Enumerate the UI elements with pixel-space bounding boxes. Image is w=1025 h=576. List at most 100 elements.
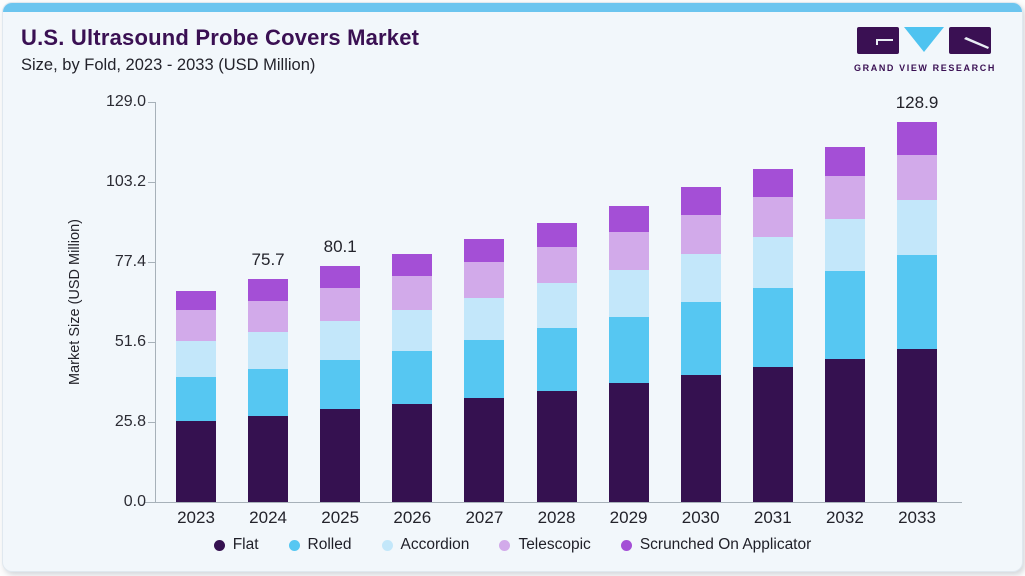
bar-segment-2027-scrunched-on-applicator: [464, 238, 505, 263]
bar-segment-2030-accordion: [680, 254, 721, 302]
x-tick-label-2033: 2033: [898, 508, 936, 527]
y-tick-label: 77.4: [114, 253, 146, 270]
bar-2023: [176, 290, 216, 502]
legend-label: Telescopic: [518, 536, 591, 553]
card-top-accent: [3, 3, 1022, 12]
y-tick-mark: [148, 182, 156, 183]
bar-segment-2025-scrunched-on-applicator: [320, 265, 361, 288]
bar-segment-2026-scrunched-on-applicator: [392, 253, 433, 276]
legend-label: Scrunched On Applicator: [639, 536, 812, 553]
y-tick-mark: [148, 102, 156, 103]
y-tick-label: 0.0: [123, 493, 146, 510]
bar-segment-2033-telescopic: [897, 154, 937, 201]
bar-segment-2032-telescopic: [824, 176, 865, 219]
bar-segment-2028-flat: [536, 390, 577, 502]
bar-segment-2026-accordion: [392, 309, 433, 351]
x-tick-label-2031: 2031: [753, 508, 792, 527]
legend-item-flat: Flat: [213, 536, 259, 554]
legend-item-rolled: Rolled: [288, 536, 352, 554]
y-tick-mark: [148, 502, 156, 503]
bar-segment-2026-telescopic: [392, 275, 433, 310]
chart-header: U.S. Ultrasound Probe Covers Market Size…: [21, 25, 419, 75]
bar-2030: [680, 186, 721, 502]
plot-area: 129.0 103.2 77.4 51.6 25.8 0.0 2023 75.7 2024 80.…: [106, 93, 962, 527]
bar-total-label-2024: 75.7: [251, 249, 285, 269]
bar-segment-2029-telescopic: [608, 232, 649, 271]
y-tick-mark: [148, 342, 156, 343]
bar-segment-2031-scrunched-on-applicator: [752, 169, 793, 197]
bar-segment-2032-scrunched-on-applicator: [824, 146, 865, 177]
bar-2024: [248, 278, 289, 502]
legend-dot-icon: [620, 539, 632, 551]
y-axis-title: Market Size (USD Million): [67, 219, 83, 385]
bar-segment-2027-rolled: [464, 340, 505, 399]
bar-2028: [536, 222, 577, 502]
bar-segment-2024-accordion: [248, 331, 289, 369]
bar-segment-2023-telescopic: [176, 310, 216, 341]
bar-segment-2030-scrunched-on-applicator: [680, 186, 721, 216]
bar-segment-2032-accordion: [824, 218, 865, 271]
bar-2026: [392, 253, 433, 502]
bar-segment-2023-flat: [176, 420, 216, 502]
logo-letter-v-icon: [904, 27, 944, 52]
bar-segment-2030-rolled: [680, 301, 721, 376]
bar-segment-2025-telescopic: [320, 287, 361, 322]
logo-letter-r-icon: [949, 27, 991, 54]
legend-item-accordion: Accordion: [381, 536, 469, 554]
legend-item-telescopic: Telescopic: [499, 536, 591, 554]
legend-item-scrunched-on-applicator: Scrunched On Applicator: [620, 536, 812, 554]
y-tick-label: 129.0: [105, 93, 146, 110]
bar-segment-2029-accordion: [608, 270, 649, 317]
bar-2027: [464, 238, 505, 502]
x-tick-label-2029: 2029: [609, 508, 648, 527]
bar-total-label-2033: 128.9: [895, 92, 939, 112]
chart-legend: Flat Rolled Accordion Telescopic Scrunched O…: [3, 536, 1022, 554]
bar-segment-2027-accordion: [464, 298, 505, 341]
x-tick-label-2032: 2032: [825, 508, 864, 527]
bar-segment-2025-rolled: [320, 359, 361, 410]
legend-label: Rolled: [307, 536, 352, 553]
bar-segment-2023-accordion: [176, 340, 216, 378]
x-tick-label-2025: 2025: [321, 508, 360, 527]
bar-2031: [752, 169, 793, 502]
bar-segment-2025-flat: [320, 409, 361, 502]
logo-letter-g-icon: [857, 27, 899, 54]
chart-subtitle: Size, by Fold, 2023 - 2033 (USD Million): [21, 56, 316, 74]
bar-segment-2029-rolled: [608, 316, 649, 384]
y-tick-label: 51.6: [114, 333, 146, 350]
bar-segment-2030-telescopic: [680, 215, 721, 255]
legend-dot-icon: [381, 539, 393, 551]
logo-wordmark: GRAND VIEW RESEARCH: [854, 63, 996, 73]
y-tick-label: 103.2: [105, 173, 146, 190]
x-tick-label-2030: 2030: [681, 508, 720, 527]
y-tick-mark: [148, 262, 156, 263]
bar-segment-2033-flat: [897, 348, 937, 502]
bar-segment-2033-rolled: [897, 254, 937, 349]
bar-2033: [897, 121, 937, 502]
bar-segment-2026-rolled: [392, 350, 433, 405]
bar-segment-2032-rolled: [824, 270, 865, 359]
bar-segment-2028-rolled: [536, 328, 577, 391]
bar-segment-2025-accordion: [320, 321, 361, 360]
bar-segment-2024-rolled: [248, 368, 289, 416]
bar-segment-2028-scrunched-on-applicator: [536, 222, 577, 248]
x-tick-label-2023: 2023: [177, 508, 215, 527]
bar-segment-2030-flat: [680, 375, 721, 502]
bar-segment-2024-telescopic: [248, 301, 289, 332]
x-tick-label-2026: 2026: [393, 508, 432, 527]
bar-total-label-2025: 80.1: [323, 236, 357, 256]
bar-segment-2028-accordion: [536, 283, 577, 329]
bar-segment-2031-accordion: [752, 237, 793, 288]
legend-dot-icon: [499, 539, 511, 551]
bar-segment-2033-accordion: [897, 200, 937, 255]
y-tick-mark: [148, 422, 156, 423]
legend-label: Flat: [232, 536, 259, 553]
bar-segment-2029-scrunched-on-applicator: [608, 205, 649, 233]
legend-dot-icon: [288, 539, 300, 551]
grand-view-research-logo: GRAND VIEW RESEARCH: [854, 27, 996, 73]
bar-segment-2024-flat: [248, 415, 289, 502]
bar-segment-2026-flat: [392, 404, 433, 502]
bar-2025: [320, 265, 361, 502]
bar-segment-2033-scrunched-on-applicator: [897, 121, 937, 155]
